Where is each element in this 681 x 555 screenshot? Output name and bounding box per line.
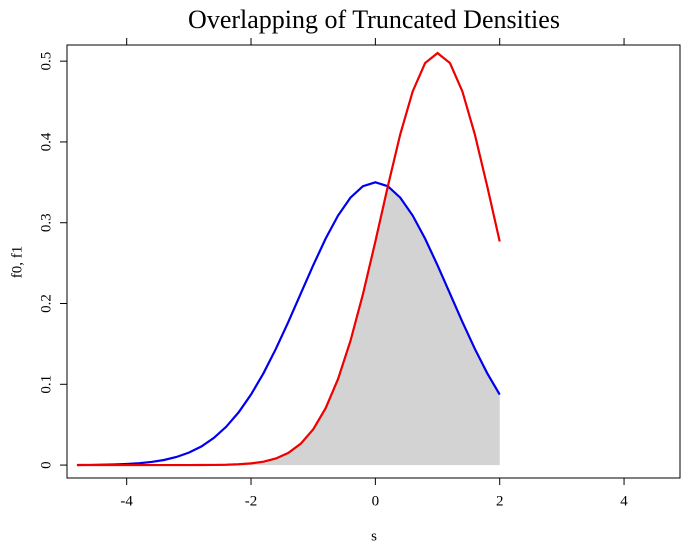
y-tick-label: 0 bbox=[38, 461, 54, 469]
density-line bbox=[76, 181, 501, 467]
x-tick-label: 0 bbox=[372, 493, 380, 509]
y-tick-label: 0.4 bbox=[38, 132, 54, 151]
overlap-area bbox=[76, 186, 500, 466]
y-tick-label: 0.1 bbox=[38, 375, 54, 394]
density-line bbox=[76, 51, 501, 467]
plot-frame bbox=[66, 44, 681, 479]
chart-title: Overlapping of Truncated Densities bbox=[188, 5, 560, 34]
x-tick-label: 2 bbox=[496, 493, 504, 509]
y-axis-label: f0, f1 bbox=[9, 246, 25, 279]
y-tick-label: 0.2 bbox=[38, 294, 54, 313]
x-tick-label: -4 bbox=[120, 493, 133, 509]
x-axis-label: s bbox=[371, 528, 377, 544]
x-tick-label: -2 bbox=[245, 493, 258, 509]
x-tick-label: 4 bbox=[620, 493, 628, 509]
y-tick-label: 0.5 bbox=[38, 52, 54, 71]
y-tick-label: 0.3 bbox=[38, 213, 54, 232]
